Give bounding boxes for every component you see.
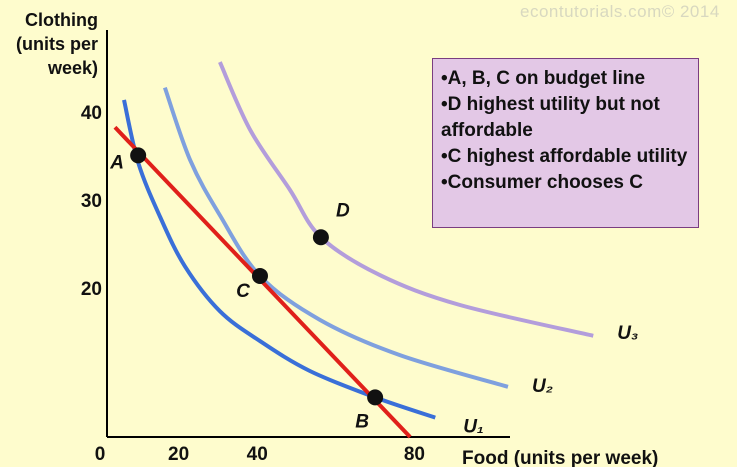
point-label: A [109, 152, 124, 173]
watermark: econtutorials.com© 2014 [520, 2, 720, 21]
point-label: B [355, 411, 369, 432]
curve-label: U₂ [532, 376, 553, 397]
indifference-curve [122, 99, 436, 420]
indifference-curve [162, 86, 509, 389]
note: •Consumer chooses C [441, 172, 643, 193]
x-tick-label: 40 [247, 444, 268, 465]
point [251, 267, 268, 284]
curve-label: U₃ [617, 323, 638, 344]
notes-box: •A, B, C on budget line •D highest utilit… [432, 58, 699, 228]
y-axis-label: Clothing (units per week) [4, 8, 98, 80]
indifference-curve [218, 61, 594, 338]
y-tick-label: 20 [81, 279, 102, 300]
x-tick-label: 0 [95, 444, 106, 465]
y-tick-label: 40 [81, 103, 102, 124]
point [367, 389, 384, 406]
y-axis-label-line: (units per [15, 34, 98, 54]
curve-label: U₁ [463, 417, 483, 438]
x-axis-label: Food (units per week) [462, 448, 658, 467]
point-label: C [236, 281, 250, 302]
note: •D highest utility but not affordable [441, 94, 660, 141]
y-axis-label-line: week) [47, 58, 98, 78]
y-axis-label-line: Clothing [25, 10, 98, 30]
x-tick-label: 80 [404, 444, 425, 465]
y-tick-label: 30 [81, 191, 102, 212]
point [130, 147, 147, 164]
point [312, 229, 329, 246]
x-tick-label: 20 [168, 444, 189, 465]
note: •C highest affordable utility [441, 146, 688, 167]
point-label: D [336, 200, 350, 221]
note: •A, B, C on budget line [441, 68, 646, 89]
